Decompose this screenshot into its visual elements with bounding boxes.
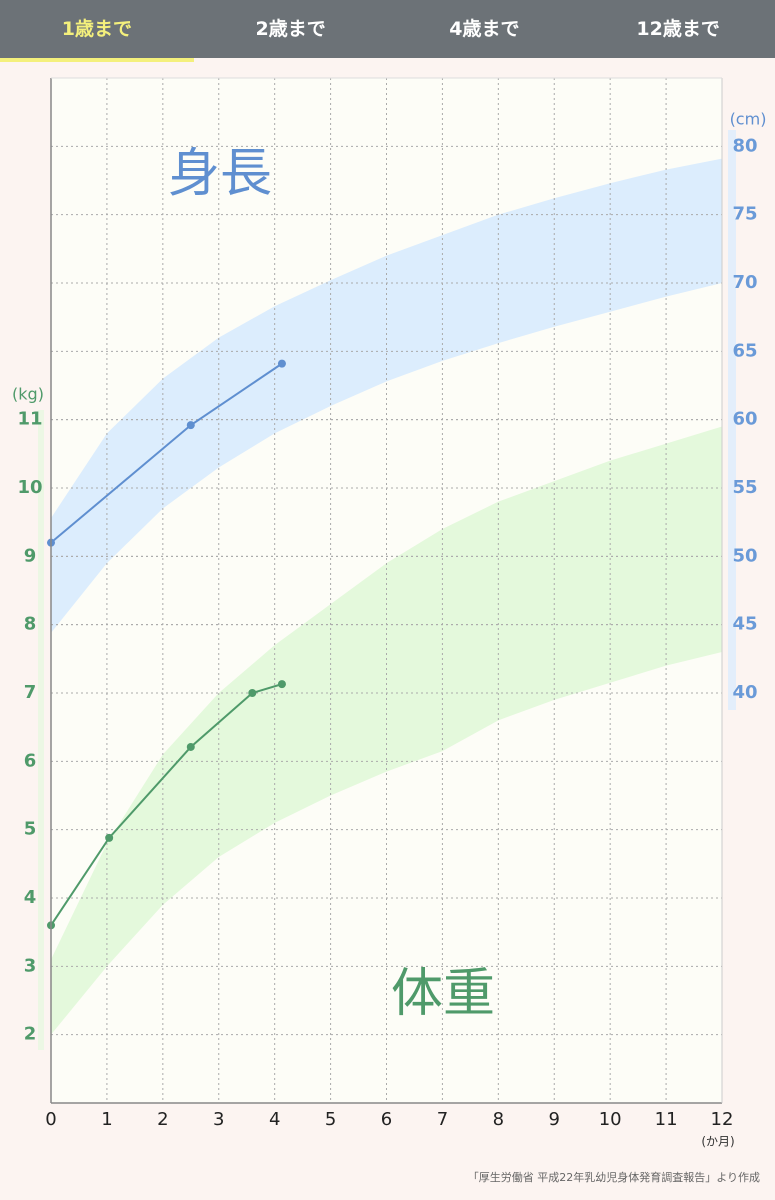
x-tick-label: 4 [269,1109,280,1130]
x-tick-label: 5 [325,1109,336,1130]
y2-axis-strip [728,130,736,710]
y-tick-label: 4 [24,887,37,908]
y-tick-label: 2 [24,1024,37,1045]
y-tick-label: 8 [24,614,37,635]
x-tick-label: 7 [437,1109,448,1130]
x-tick-label: 11 [655,1109,678,1130]
y-tick-label: 6 [24,750,37,771]
y2-tick-label: 70 [732,272,757,293]
y-tick-label: 7 [24,682,37,703]
data-point [186,742,195,751]
tab[interactable]: 2歳まで [255,18,326,40]
x-tick-label: 6 [381,1109,392,1130]
y-axis-strip [38,410,44,1050]
data-point [277,680,286,689]
y2-tick-label: 45 [732,614,757,635]
y2-tick-label: 55 [732,477,757,498]
y2-tick-label: 40 [732,682,757,703]
x-tick-label: 0 [45,1109,56,1130]
data-point [105,833,114,842]
series-label: 体重 [391,964,495,1024]
tab-bar: 1歳まで 2歳まで 4歳まで 12歳まで [0,0,775,62]
tab[interactable]: 1歳まで [0,0,194,62]
tab[interactable]: 12歳まで [636,18,720,40]
y2-tick-label: 50 [732,545,757,566]
y-tick-label: 5 [24,819,37,840]
data-point [186,421,195,430]
y-tick-label: 9 [24,545,37,566]
y2-axis-label: (cm) [730,110,767,129]
source-note: 「厚生労働省 平成22年乳幼児身体発育調査報告」より作成 [468,1170,760,1184]
x-tick-label: 1 [101,1109,112,1130]
x-tick-label: 12 [711,1109,734,1130]
x-tick-label: 8 [493,1109,504,1130]
y2-tick-label: 65 [732,340,757,361]
x-tick-label: 2 [157,1109,168,1130]
y-tick-label: 11 [17,409,42,430]
y2-tick-label: 75 [732,204,757,225]
data-point [248,689,257,697]
y-tick-label: 10 [17,477,42,498]
y2-tick-label: 80 [732,135,757,156]
series-label: 身長 [168,144,272,204]
y-tick-label: 3 [24,955,37,976]
x-tick-label: 3 [213,1109,224,1130]
y2-tick-label: 60 [732,409,757,430]
percentile-band [51,158,722,633]
x-tick-label: 9 [549,1109,560,1130]
x-axis-label: (か月) [701,1135,734,1149]
y-axis-label: (kg) [12,385,44,404]
tab[interactable]: 4歳まで [449,18,520,40]
x-tick-label: 10 [599,1109,622,1130]
data-point [277,359,286,368]
